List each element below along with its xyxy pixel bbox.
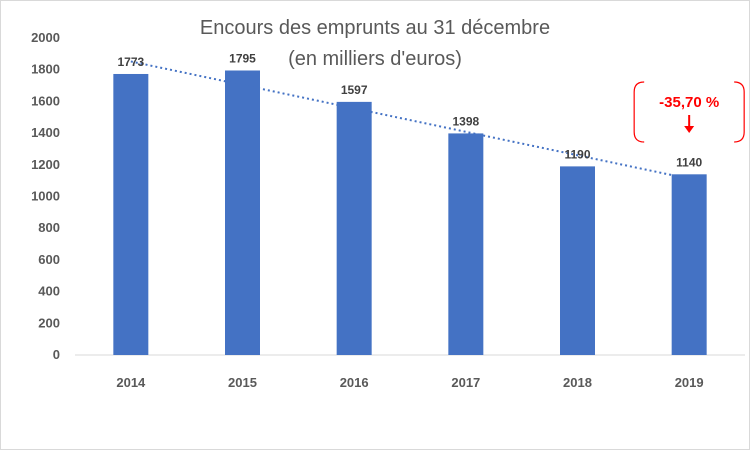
bar	[671, 174, 707, 355]
data-label: 1795	[229, 51, 256, 65]
y-tick-label: 400	[38, 284, 60, 299]
x-tick-label: 2016	[340, 375, 369, 390]
data-label: 1190	[564, 147, 590, 161]
annotation-bracket-left	[633, 81, 645, 143]
x-axis: 2014 2015 2016 2017 2018 2019	[116, 375, 703, 390]
y-tick-label: 800	[38, 220, 60, 235]
data-label: 1140	[676, 155, 702, 169]
y-tick-label: 600	[38, 252, 60, 267]
trendline-line	[130, 60, 690, 180]
chart-title: Encours des emprunts au 31 décembre	[200, 17, 550, 39]
y-tick-label: 200	[38, 315, 60, 330]
annotation-bracket-right	[734, 81, 745, 143]
chart-subtitle: (en milliers d'euros)	[288, 48, 462, 70]
y-tick-label: 2000	[31, 30, 60, 45]
bar	[225, 70, 260, 356]
bar-series	[113, 70, 707, 356]
bar	[448, 133, 484, 355]
trendline	[130, 60, 690, 180]
bar	[336, 101, 372, 355]
x-tick-label: 2015	[228, 375, 257, 390]
x-tick-label: 2019	[675, 375, 704, 390]
x-tick-label: 2014	[116, 375, 146, 390]
y-axis: 0 200 400 600 800 1000 1200 1400 1600 1800 2000	[31, 30, 60, 362]
y-tick-label: 1000	[31, 189, 60, 204]
data-label: 1597	[341, 83, 368, 97]
bar	[113, 73, 149, 356]
data-label: 1398	[452, 114, 479, 128]
y-tick-label: 1400	[31, 125, 60, 140]
y-tick-label: 1200	[31, 157, 60, 172]
bar	[560, 166, 595, 355]
y-tick-label: 0	[53, 347, 60, 362]
data-labels: 1773 1795 1597 1398 1190 1140	[117, 51, 702, 169]
annotation-text: -35,70 %	[659, 94, 719, 111]
y-tick-label: 1600	[31, 93, 60, 108]
data-label: 1773	[117, 55, 144, 69]
y-tick-label: 1800	[31, 62, 60, 77]
annotation-arrow-head	[684, 126, 695, 133]
x-tick-label: 2017	[451, 375, 480, 390]
x-tick-label: 2018	[563, 375, 592, 390]
annotation: -35,70 %	[633, 81, 745, 143]
